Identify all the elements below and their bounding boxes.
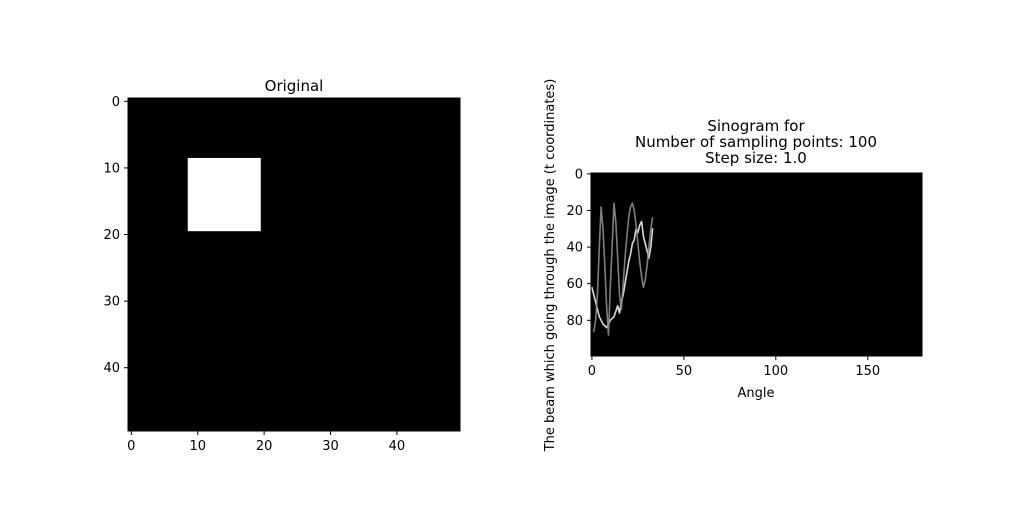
original-y-ticks: 0 10 20 30 40 (103, 95, 128, 376)
original-image-regions (187, 157, 261, 232)
sinogram-title-line-3: Step size: 1.0 (705, 149, 807, 167)
sinogram-image-background (591, 173, 922, 356)
original-title: Original (265, 77, 324, 95)
sinogram-x-tick-label: 100 (763, 364, 788, 379)
original-x-tick-label: 30 (322, 439, 339, 454)
sinogram-traces (591, 202, 654, 336)
original-y-tick-label: 30 (103, 295, 120, 310)
sinogram-y-tick-label: 80 (566, 314, 583, 329)
sinogram-y-tick-label: 60 (566, 277, 583, 292)
original-square-region (187, 157, 261, 232)
sinogram-chart: Sinogram for Number of sampling points: … (543, 79, 923, 453)
sinogram-x-axis-label: Angle (738, 386, 775, 401)
sinogram-x-tick-label: 50 (676, 364, 693, 379)
sinogram-title-line-2: Number of sampling points: 100 (635, 133, 877, 151)
sinogram-title-line-1: Sinogram for (707, 117, 805, 135)
original-x-tick-label: 20 (256, 439, 273, 454)
sinogram-axes-frame (590, 172, 923, 357)
original-x-tick-label: 0 (127, 439, 135, 454)
sinogram-y-ticks: 0 20 40 60 80 (566, 167, 591, 329)
sinogram-y-tick-label: 0 (575, 167, 583, 182)
sinogram-x-tick-label: 0 (588, 364, 596, 379)
original-y-tick-label: 40 (103, 361, 120, 376)
original-x-tick-label: 10 (189, 439, 206, 454)
sinogram-trace-secondary (593, 202, 654, 336)
original-x-ticks: 0 10 20 30 40 (127, 431, 405, 454)
sinogram-y-tick-label: 20 (566, 204, 583, 219)
original-y-tick-label: 10 (103, 161, 120, 176)
original-y-tick-label: 0 (112, 95, 120, 110)
original-chart: Original 0 10 20 30 40 0 10 20 30 40 (103, 77, 461, 454)
sinogram-y-axis-label: The beam which going through the image (… (543, 79, 558, 453)
original-y-tick-label: 20 (103, 228, 120, 243)
sinogram-y-tick-label: 40 (566, 241, 583, 256)
sinogram-x-tick-label: 150 (855, 364, 880, 379)
sinogram-x-ticks: 0 50 100 150 (588, 356, 880, 379)
original-x-tick-label: 40 (389, 439, 406, 454)
original-image-background (128, 98, 460, 431)
original-axes-frame (127, 97, 461, 432)
